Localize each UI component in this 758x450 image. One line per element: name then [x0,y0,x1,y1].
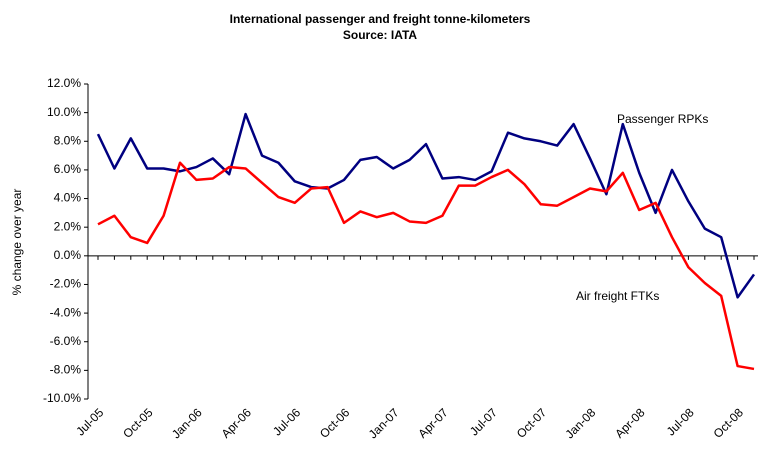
x-tick-label: Jan-06 [169,405,205,441]
x-tick-label: Jul-05 [73,405,106,438]
x-tick-label: Jul-06 [270,405,303,438]
y-tick-label: 12.0% [47,76,81,90]
x-tick-label: Oct-07 [514,405,550,441]
x-tick-label: Oct-05 [120,405,156,441]
series-line [96,112,756,299]
chart-title: International passenger and freight tonn… [230,12,531,26]
y-tick-label: -4.0% [50,305,82,319]
y-tick-label: 4.0% [54,191,82,205]
x-tick-label: Oct-06 [317,405,353,441]
x-tick-label: Jan-07 [366,405,402,441]
y-tick-label: -8.0% [50,363,82,377]
y-tick-label: 2.0% [54,219,82,233]
y-tick-label: 6.0% [54,162,82,176]
x-tick-label: Jul-07 [467,405,500,438]
x-tick-label: Jul-08 [664,405,697,438]
x-tick-label: Apr-07 [415,405,451,441]
y-tick-label: 10.0% [47,105,81,119]
x-tick-label: Apr-08 [612,405,648,441]
x-tick-label: Jan-08 [563,405,599,441]
y-axis-label: % change over year [10,189,24,296]
y-tick-label: -2.0% [50,277,82,291]
series-line [97,161,755,371]
y-tick-label: -10.0% [43,391,81,405]
chart-subtitle: Source: IATA [343,28,418,42]
series-annotation: Passenger RPKs [617,112,708,126]
y-tick-label: -6.0% [50,334,82,348]
x-tick-label: Oct-08 [711,405,747,441]
x-tick-label: Apr-06 [219,405,255,441]
series-annotation: Air freight FTKs [576,289,659,303]
y-tick-label: 0.0% [54,248,82,262]
y-tick-label: 8.0% [54,133,82,147]
